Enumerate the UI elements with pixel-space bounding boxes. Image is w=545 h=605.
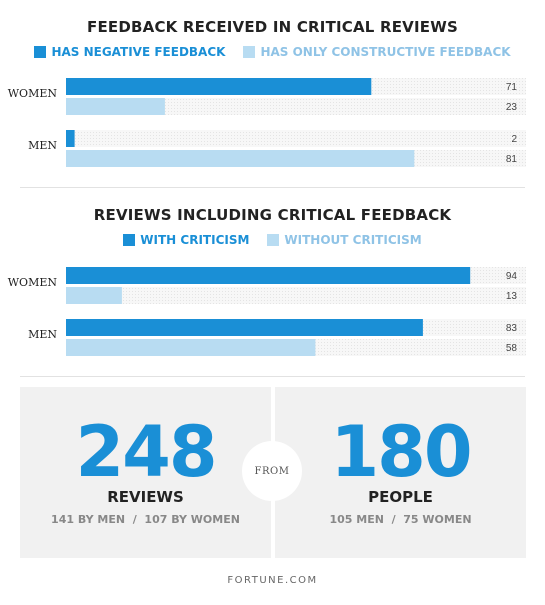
bar-women-series-0 (66, 78, 372, 95)
legend-label-with-criticism: WITH CRITICISM (140, 233, 250, 247)
legend-swatch-with-criticism (123, 234, 136, 246)
bar-plot-area: WOMEN 71 23 MEN 2 81 WOMEN 94 13 MEN 83 58 (8, 78, 526, 356)
divider-2 (20, 376, 525, 377)
legend-item-constructive: HAS ONLY CONSTRUCTIVE FEEDBACK (243, 45, 511, 59)
bar-men-series-0 (66, 130, 75, 147)
legend-label-negative: HAS NEGATIVE FEEDBACK (51, 45, 226, 59)
people-label: PEOPLE (368, 488, 433, 506)
legend-item-with-criticism: WITH CRITICISM (123, 233, 249, 247)
people-breakdown: 105 MEN / 75 WOMEN (329, 513, 472, 526)
value-label: 23 (506, 102, 518, 113)
value-label: 81 (506, 154, 518, 165)
reviews-count: 248 (75, 411, 217, 493)
value-label: 94 (506, 271, 518, 282)
chart-1-title: FEEDBACK RECEIVED IN CRITICAL REVIEWS (87, 18, 458, 36)
bar-track (66, 98, 526, 115)
bar-men-series-1 (66, 339, 316, 356)
bar-women-series-1 (66, 287, 122, 304)
bar-women-series-0 (66, 267, 471, 284)
legend-item-negative: HAS NEGATIVE FEEDBACK (34, 45, 225, 59)
value-label: 71 (506, 82, 518, 93)
bar-men-series-0 (66, 319, 423, 336)
chart-2-legend: WITH CRITICISM WITHOUT CRITICISM (0, 233, 545, 247)
bar-track (66, 130, 526, 147)
value-label: 83 (506, 323, 518, 334)
value-label: 13 (506, 291, 518, 302)
category-label-men: MEN (28, 328, 57, 341)
reviews-breakdown: 141 BY MEN / 107 BY WOMEN (51, 513, 240, 526)
from-connector: FROM (242, 441, 302, 501)
stat-box-reviews: 248 REVIEWS 141 BY MEN / 107 BY WOMEN (20, 387, 271, 558)
value-label: 58 (506, 343, 518, 354)
from-label: FROM (254, 465, 290, 477)
legend-label-constructive: HAS ONLY CONSTRUCTIVE FEEDBACK (260, 45, 511, 59)
legend-label-without-criticism: WITHOUT CRITICISM (284, 233, 422, 247)
value-label: 2 (511, 134, 517, 145)
people-count: 180 (330, 411, 472, 493)
reviews-label: REVIEWS (107, 488, 184, 506)
chart-1-legend: HAS NEGATIVE FEEDBACK HAS ONLY CONSTRUCT… (0, 45, 545, 59)
bar-men-series-1 (66, 150, 415, 167)
bar-track (66, 287, 526, 304)
category-label-women: WOMEN (8, 87, 58, 100)
footer-source: FORTUNE.COM (227, 575, 318, 586)
legend-swatch-negative (34, 46, 47, 58)
legend-swatch-constructive (243, 46, 256, 58)
divider-1 (20, 187, 525, 188)
stat-box-people: 180 PEOPLE 105 MEN / 75 WOMEN (275, 387, 526, 558)
category-label-men: MEN (28, 139, 57, 152)
bar-women-series-1 (66, 98, 165, 115)
legend-swatch-without-criticism (267, 234, 280, 246)
chart-2-title: REVIEWS INCLUDING CRITICAL FEEDBACK (93, 206, 452, 224)
category-label-women: WOMEN (8, 276, 58, 289)
legend-item-without-criticism: WITHOUT CRITICISM (267, 233, 422, 247)
